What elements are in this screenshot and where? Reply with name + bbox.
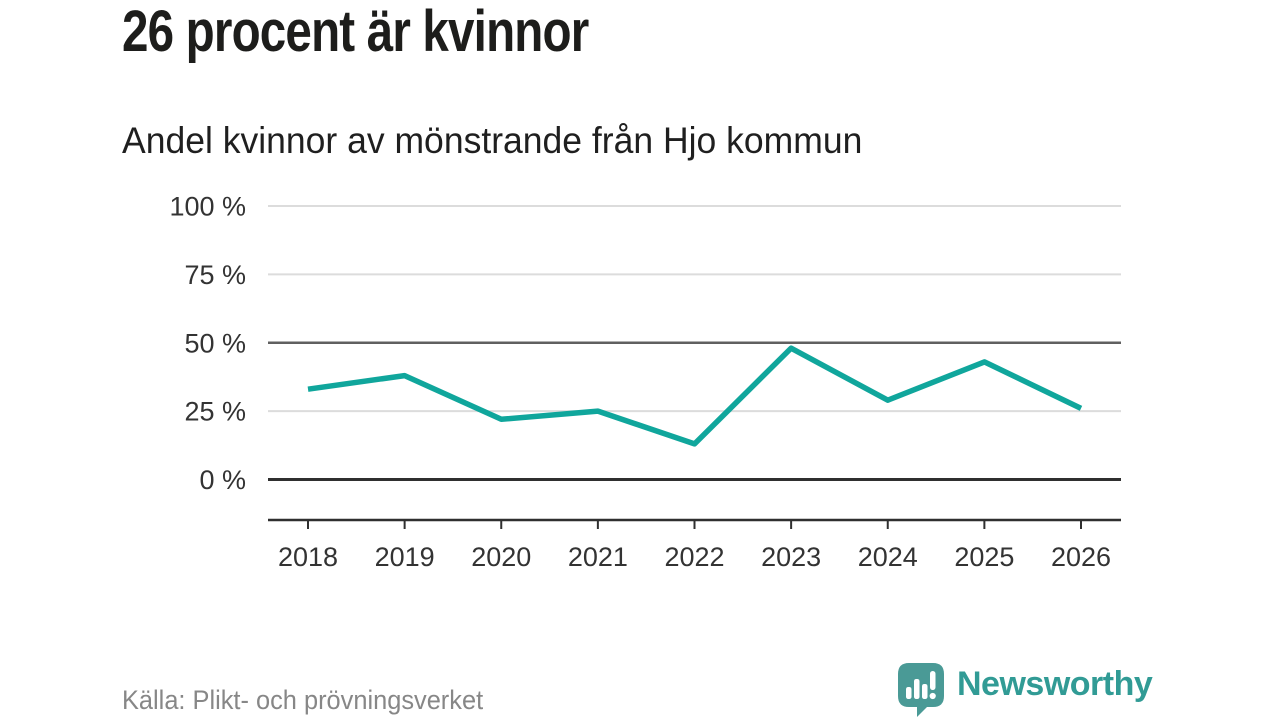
x-axis-tick-label: 2025: [954, 542, 1014, 572]
brand-name: Newsworthy: [957, 665, 1153, 703]
brand-logo: Newsworthy: [897, 662, 1153, 717]
x-axis-tick-label: 2024: [858, 542, 918, 572]
chart-subtitle: Andel kvinnor av mönstrande från Hjo kom…: [122, 120, 863, 161]
y-axis-tick-label: 50 %: [184, 328, 246, 358]
source-note: Källa: Plikt- och prövningsverket: [122, 685, 484, 715]
y-axis-tick-label: 100 %: [169, 192, 246, 222]
speech-bubble-bar-chart-icon: [898, 663, 944, 717]
y-axis-tick-label: 25 %: [184, 397, 246, 427]
chart-title: 26 procent är kvinnor: [122, 0, 589, 64]
x-axis-tick-label: 2020: [471, 542, 531, 572]
y-axis-tick-label: 75 %: [184, 260, 246, 290]
x-axis-tick-label: 2022: [664, 542, 724, 572]
x-axis-tick-label: 2026: [1051, 542, 1111, 572]
x-axis-tick-label: 2021: [568, 542, 628, 572]
x-axis-tick-label: 2019: [375, 542, 435, 572]
data-series-line: [307, 345, 1083, 447]
x-axis-tick-label: 2018: [278, 542, 338, 572]
x-axis-tick-label: 2023: [761, 542, 821, 572]
y-axis-tick-label: 0 %: [199, 465, 246, 495]
